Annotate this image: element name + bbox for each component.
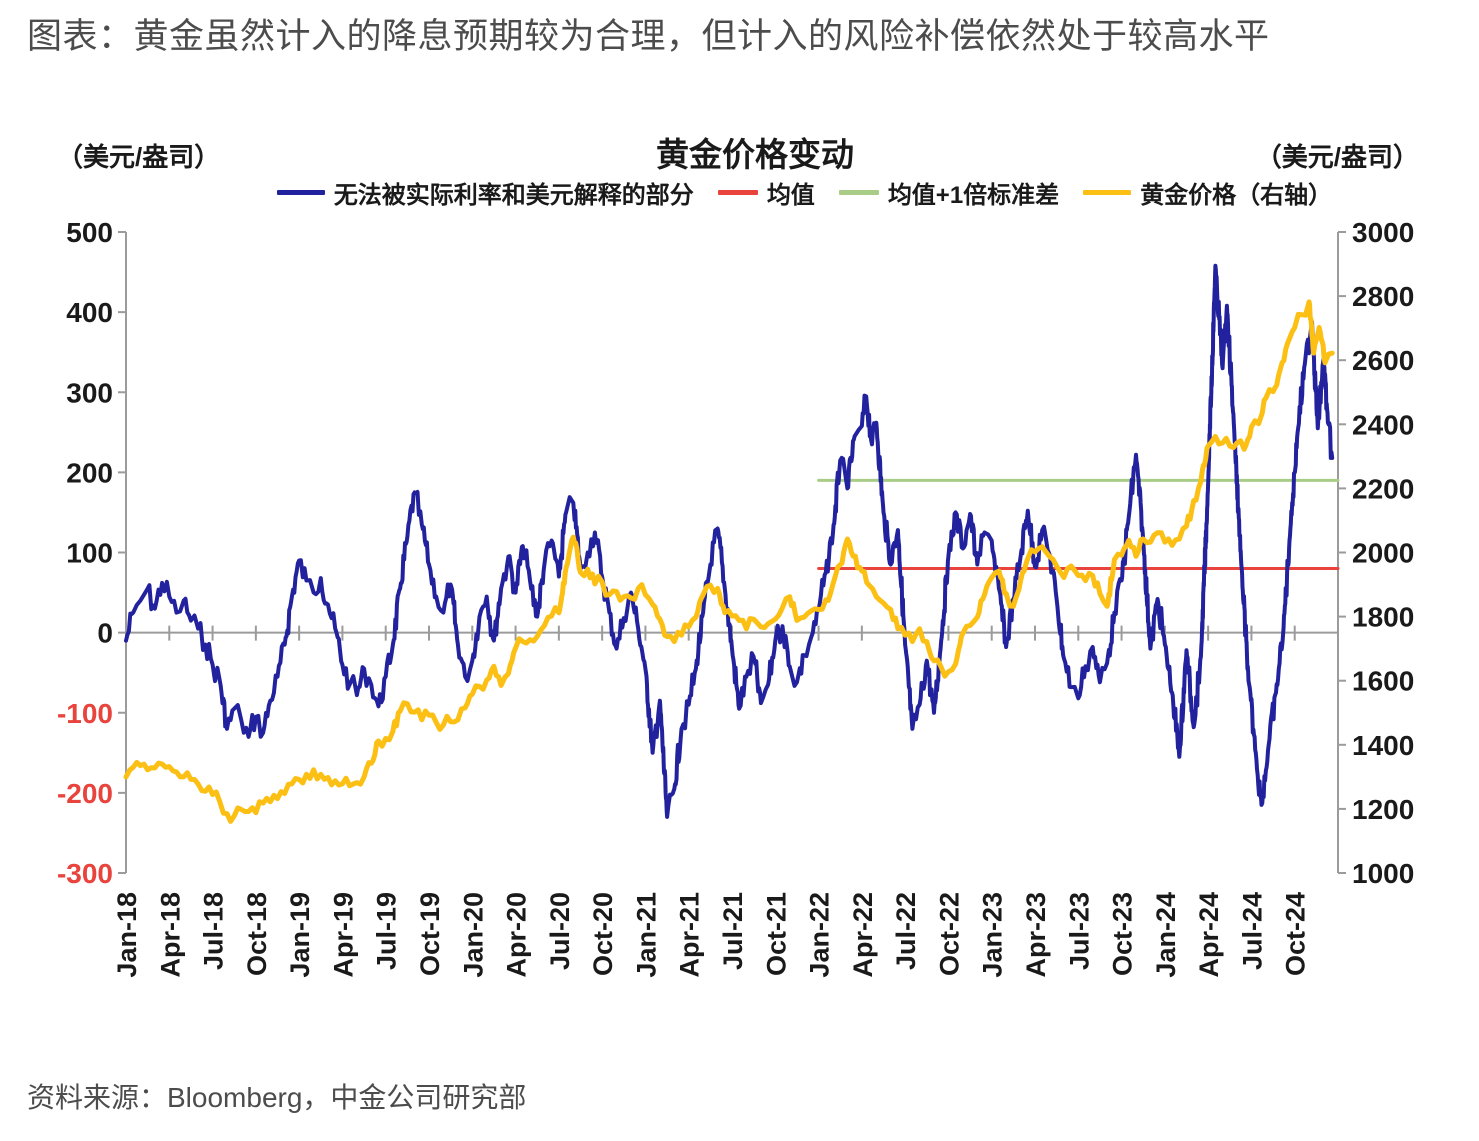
left-axis-tick-label: 200 [66,457,113,488]
x-axis-tick-label: Oct-19 [415,892,445,976]
right-axis-unit: （美元/盎司） [1255,142,1419,172]
x-axis-tick-label: Apr-20 [502,892,532,978]
left-axis-tick-label: -200 [57,778,113,809]
x-axis-tick-label: Oct-23 [1108,892,1138,976]
right-axis-tick-label: 1800 [1352,602,1414,633]
left-axis-tick-label: 300 [66,377,113,408]
right-axis-tick-label: 2200 [1352,473,1414,504]
x-axis-tick-label: Jan-23 [978,892,1008,978]
x-axis-tick-label: Jul-21 [718,892,748,970]
x-axis-tick-label: Jan-21 [631,892,661,978]
x-axis-tick-label: Jul-18 [199,892,229,970]
left-axis-tick-label: 400 [66,297,113,328]
right-axis-tick-label: 2800 [1352,281,1414,312]
left-axis-tick-label: -300 [57,858,113,889]
legend-item-2: 均值+1倍标准差 [838,175,1060,210]
legend-item-1: 均值 [717,175,815,210]
right-axis-tick-label: 2000 [1352,538,1414,569]
series-line-0 [124,263,1335,819]
x-axis-tick-label: Apr-22 [848,892,878,978]
x-axis-tick-label: Oct-21 [761,892,791,976]
legend-swatch-icon [276,190,325,195]
legend-label: 均值 [766,182,815,209]
legend-item-0: 无法被实际利率和美元解释的部分 [276,175,694,210]
x-axis-tick-label: Apr-19 [328,892,358,978]
x-axis-tick-label: Jan-22 [805,892,835,978]
x-axis-tick-label: Apr-18 [155,892,185,978]
x-axis-tick-label: Apr-21 [675,892,705,978]
right-axis-tick-label: 2600 [1352,345,1414,376]
left-axis-tick-label: 0 [97,618,113,649]
legend-swatch-icon [1083,190,1132,195]
legend-label: 黄金价格（右轴） [1140,182,1333,209]
right-axis-tick-label: 2400 [1352,409,1414,440]
right-axis-tick-label: 1200 [1352,794,1414,825]
legend-label: 均值+1倍标准差 [887,182,1060,209]
x-axis-tick-label: Jul-19 [372,892,402,970]
legend-label: 无法被实际利率和美元解释的部分 [333,182,694,209]
right-axis-tick-label: 3000 [1352,217,1414,248]
legend-swatch-icon [717,190,758,195]
x-axis-tick-label: Apr-23 [1021,892,1051,978]
legend-item-3: 黄金价格（右轴） [1083,175,1332,210]
x-axis-tick-label: Apr-24 [1194,892,1224,978]
x-axis-tick-label: Jul-22 [891,892,921,970]
left-axis-tick-label: 100 [66,538,113,569]
x-axis-tick-label: Jan-18 [112,892,142,978]
series-line-3 [123,299,1335,824]
legend-swatch-icon [838,190,879,195]
x-axis-tick-label: Oct-20 [588,892,618,976]
source-note: 资料来源：Bloomberg，中金公司研究部 [27,1082,527,1113]
x-axis-tick-label: Jan-20 [458,892,488,978]
x-axis-tick-label: Jul-24 [1237,892,1267,970]
right-axis-tick-label: 1400 [1352,730,1414,761]
x-axis-tick-label: Jan-24 [1151,892,1181,978]
x-axis-tick-label: Jul-23 [1064,892,1094,970]
figure-caption: 图表：黄金虽然计入的降息预期较为合理，但计入的风险补偿依然处于较高水平 [27,17,1270,56]
x-axis-tick-label: Oct-22 [934,892,964,976]
chart-legend: 无法被实际利率和美元解释的部分 均值 均值+1倍标准差 黄金价格（右轴） [130,175,1479,210]
x-axis-tick-label: Jan-19 [285,892,315,978]
x-axis-tick-label: Oct-24 [1281,892,1311,976]
x-axis-tick-label: Jul-20 [545,892,575,970]
left-axis-tick-label: 500 [66,217,113,248]
chart-title: 黄金价格变动 [656,136,854,173]
x-axis-tick-label: Oct-18 [242,892,272,976]
right-axis-tick-label: 1000 [1352,858,1414,889]
left-axis-unit: （美元/盎司） [57,142,221,172]
left-axis-tick-label: -100 [57,698,113,729]
right-axis-tick-label: 1600 [1352,666,1414,697]
